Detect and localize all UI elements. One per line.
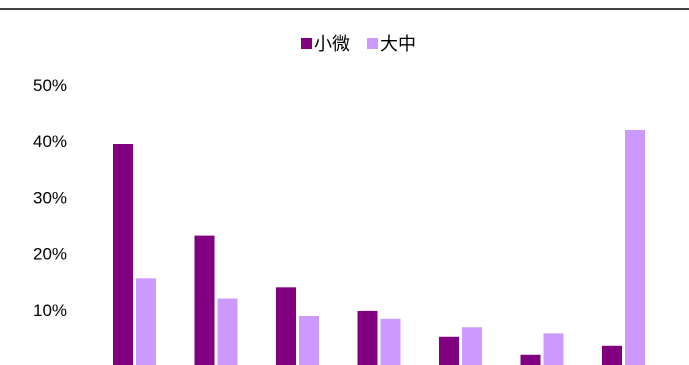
bar-small-micro	[113, 144, 133, 365]
bar-large-medium	[299, 315, 319, 365]
bar-small-micro	[520, 354, 541, 365]
legend: 小微 大中	[301, 34, 416, 54]
y-tick-label: 40%	[33, 132, 67, 151]
y-tick-label: 50%	[33, 76, 67, 95]
legend-swatch-large-medium	[367, 38, 378, 49]
bar-large-medium	[217, 298, 238, 365]
bar-small-micro	[357, 310, 378, 365]
legend-label-large-medium: 大中	[380, 34, 416, 54]
y-tick-label: 20%	[33, 245, 67, 264]
bar-large-medium	[625, 129, 645, 365]
bar-small-micro	[439, 336, 459, 365]
bar-small-micro	[194, 235, 215, 365]
bars	[113, 129, 645, 365]
bar-large-medium	[380, 318, 401, 365]
y-axis: 10% 20% 30% 40% 50%	[33, 76, 67, 320]
bar-small-micro	[602, 345, 622, 365]
bar-small-micro	[276, 287, 296, 365]
legend-label-small-micro: 小微	[314, 34, 350, 54]
legend-swatch-small-micro	[301, 38, 312, 49]
bar-large-medium	[543, 333, 564, 365]
y-tick-label: 30%	[33, 188, 67, 207]
bar-large-medium	[462, 327, 482, 365]
y-tick-label: 10%	[33, 301, 67, 320]
bar-large-medium	[136, 278, 156, 365]
